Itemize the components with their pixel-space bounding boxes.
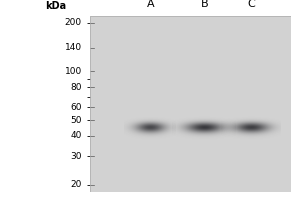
Text: 200: 200 (65, 18, 82, 27)
Text: 140: 140 (65, 43, 82, 52)
Text: A: A (146, 0, 154, 9)
Text: C: C (247, 0, 255, 9)
Text: 40: 40 (70, 131, 82, 140)
Text: 80: 80 (70, 83, 82, 92)
Text: 50: 50 (70, 116, 82, 125)
Text: 20: 20 (70, 180, 82, 189)
Text: 30: 30 (70, 152, 82, 161)
Text: B: B (201, 0, 208, 9)
Text: 60: 60 (70, 103, 82, 112)
Text: 100: 100 (65, 67, 82, 76)
Text: kDa: kDa (45, 1, 66, 11)
